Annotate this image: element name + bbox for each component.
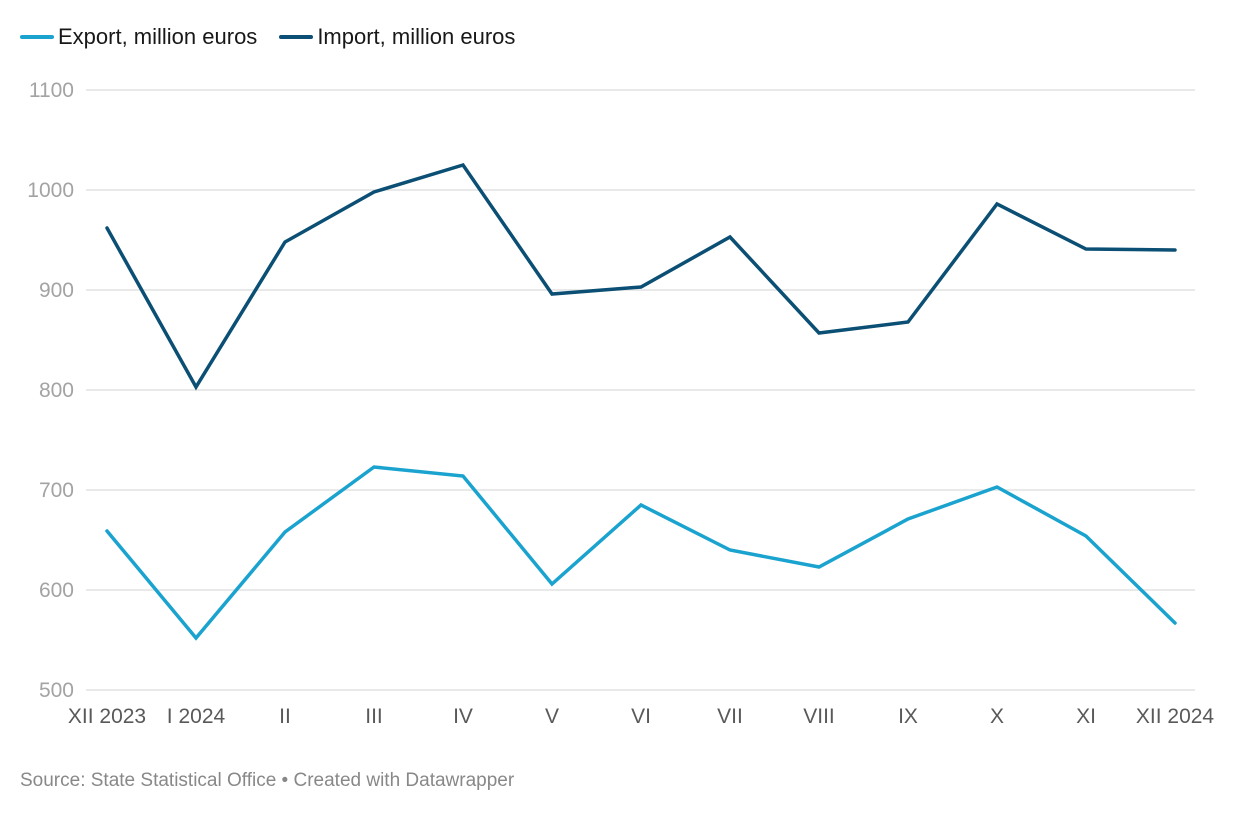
x-tick-label: XII 2023 [68, 705, 146, 728]
x-tick-label: IX [898, 705, 918, 728]
x-tick-label: VIII [803, 705, 835, 728]
legend-swatch-export [20, 35, 54, 39]
x-axis: XII 2023 I 2024 II III IV V VI VII VIII IX X XI XII … [68, 705, 1215, 728]
y-tick-label: 800 [39, 379, 74, 402]
y-axis: 500 600 700 800 900 1000 1100 [27, 79, 74, 702]
chart-legend: Export, million euros Import, million eu… [20, 24, 515, 50]
series-line-import [105, 162, 1177, 391]
x-tick-label: III [365, 705, 383, 728]
y-tick-label: 1000 [27, 179, 74, 202]
y-tick-label: 600 [39, 579, 74, 602]
legend-label-export: Export, million euros [58, 24, 258, 49]
y-tick-label: 500 [39, 679, 74, 702]
y-tick-label: 900 [39, 279, 74, 302]
series-lines [105, 162, 1177, 641]
y-tick-label: 1100 [29, 79, 74, 102]
x-tick-label: V [545, 705, 559, 728]
y-tick-label: 700 [39, 479, 74, 502]
gridlines [86, 89, 1195, 691]
legend-swatch-import [279, 35, 314, 39]
x-tick-label: X [990, 705, 1004, 728]
x-tick-label: XI [1076, 705, 1096, 728]
series-line-export [105, 465, 1177, 641]
x-tick-label: IV [453, 705, 473, 728]
chart-footer: Source: State Statistical Office • Creat… [20, 770, 515, 791]
x-tick-label: VI [631, 705, 651, 728]
legend-item-import: Import, million euros [279, 24, 515, 50]
x-tick-label: I 2024 [167, 705, 226, 728]
x-tick-label: XII 2024 [1136, 705, 1215, 728]
legend-label-import: Import, million euros [317, 24, 516, 49]
x-tick-label: II [279, 705, 291, 728]
legend-item-export: Export, million euros [20, 24, 257, 50]
x-tick-label: VII [717, 705, 743, 728]
